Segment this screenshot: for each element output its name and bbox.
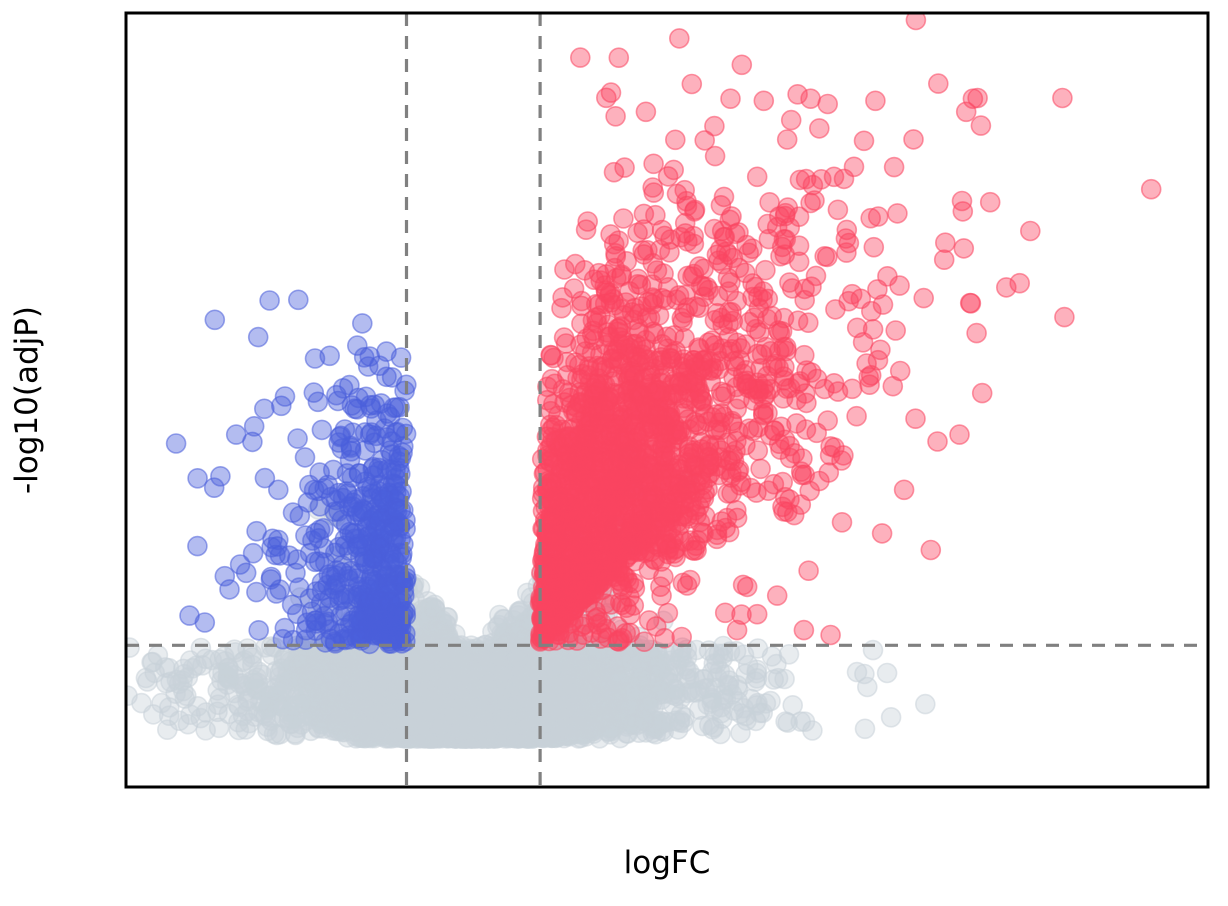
- x-axis-label: logFC: [624, 845, 711, 881]
- scatter-points-layer: [126, 13, 1162, 749]
- axes-frame: [124, 11, 1210, 789]
- threshold-lines: [126, 13, 1208, 787]
- y-axis-label: -log10(adjP): [9, 306, 45, 494]
